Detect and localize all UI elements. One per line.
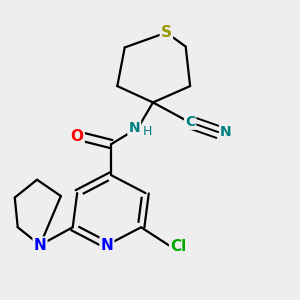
Text: Cl: Cl xyxy=(170,239,186,254)
Text: N: N xyxy=(100,238,113,253)
Text: N: N xyxy=(34,238,46,253)
Text: S: S xyxy=(161,25,172,40)
Text: H: H xyxy=(143,125,152,138)
Text: N: N xyxy=(220,125,232,139)
Text: N: N xyxy=(128,121,140,135)
Text: C: C xyxy=(185,115,195,129)
Text: O: O xyxy=(71,129,84,144)
